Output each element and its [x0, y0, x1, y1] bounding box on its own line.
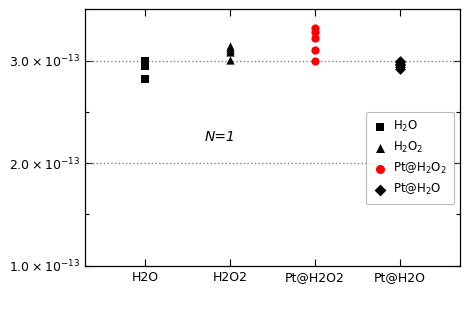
H$_2$O — [141, 77, 149, 82]
H$_2$O$_2$ — [226, 44, 234, 49]
Pt@H$_2$O — [396, 66, 404, 71]
Pt@H$_2$O$_2$ — [311, 58, 319, 63]
Pt@H$_2$O — [396, 58, 404, 63]
Pt@H$_2$O$_2$ — [311, 25, 319, 30]
H$_2$O$_2$ — [226, 48, 234, 53]
Pt@H$_2$O$_2$ — [311, 29, 319, 34]
Y-axis label: $\eta D_N$ (Kgms$^{-2}$): $\eta D_N$ (Kgms$^{-2}$) — [0, 89, 4, 186]
Pt@H$_2$O — [396, 64, 404, 69]
Pt@H$_2$O$_2$ — [311, 48, 319, 53]
Pt@H$_2$O — [396, 59, 404, 64]
H$_2$O$_2$ — [226, 46, 234, 51]
Pt@H$_2$O — [396, 62, 404, 67]
Text: N=1: N=1 — [204, 129, 236, 144]
Legend: H$_2$O, H$_2$O$_2$, Pt@H$_2$O$_2$, Pt@H$_2$O: H$_2$O, H$_2$O$_2$, Pt@H$_2$O$_2$, Pt@H$… — [366, 112, 454, 204]
H$_2$O$_2$ — [226, 50, 234, 55]
H$_2$O — [141, 58, 149, 63]
H$_2$O$_2$ — [226, 57, 234, 62]
H$_2$O — [141, 63, 149, 68]
Pt@H$_2$O$_2$ — [311, 36, 319, 40]
Pt@H$_2$O — [396, 61, 404, 66]
